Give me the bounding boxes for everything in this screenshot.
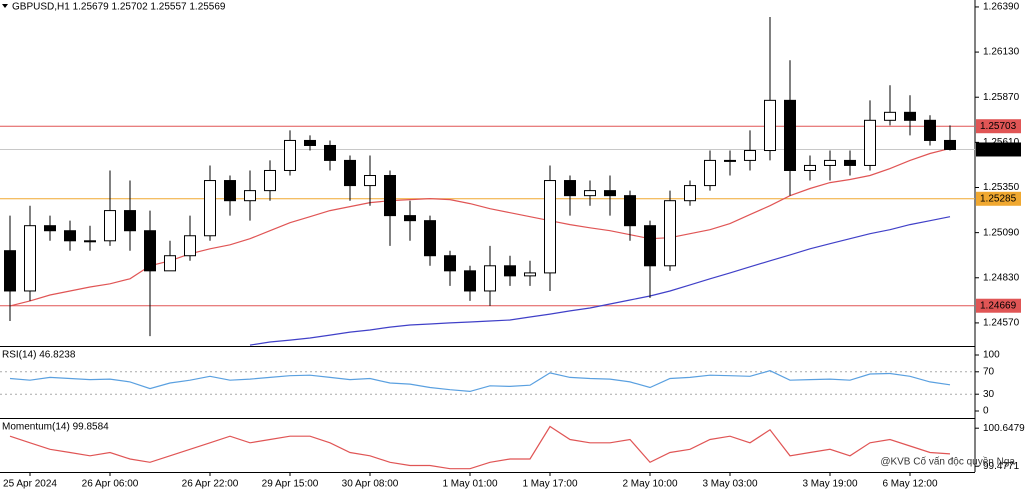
candle-body [664, 200, 676, 267]
candle-body [324, 144, 336, 161]
candle-body [244, 190, 256, 202]
chart-title: GBPUSD,H1 1.25679 1.25702 1.25557 1.2556… [12, 2, 226, 13]
x-tick-label: 6 May 12:00 [882, 479, 937, 490]
candle-body [184, 235, 196, 257]
candle-body [944, 139, 956, 150]
y-tick-label: 100 [983, 350, 1000, 361]
indicator-line [9, 370, 951, 393]
y-tick-label: 1.25350 [983, 182, 1020, 193]
last-price-label: 1.25569 [980, 144, 1017, 155]
level-label: 1.25703 [980, 121, 1017, 132]
x-tick-label: 2 May 10:00 [622, 479, 677, 490]
collapse-icon [2, 4, 8, 8]
candle-body [864, 119, 876, 166]
y-tick-label: 1.26390 [983, 2, 1020, 13]
candle-body [204, 180, 216, 237]
last-price-box [976, 142, 1021, 157]
candle-body [704, 159, 716, 187]
candle-body [484, 265, 496, 292]
candle-body [544, 180, 556, 274]
candle-body [764, 99, 776, 152]
candle-body [624, 195, 636, 227]
candle-body [124, 210, 136, 232]
x-tick-label: 3 May 19:00 [802, 479, 857, 490]
candle-body [384, 175, 396, 217]
level-box [976, 298, 1021, 313]
candle-body [284, 139, 296, 171]
x-tick-label: 1 May 01:00 [442, 479, 497, 490]
candle-body [504, 265, 516, 277]
candle-body [404, 215, 416, 222]
candle-body [4, 250, 16, 292]
candle-body [144, 230, 156, 272]
candle-body [584, 190, 596, 197]
candle-body [904, 111, 916, 121]
y-tick-label: 1.26130 [983, 47, 1020, 58]
level-label: 1.24669 [980, 300, 1017, 311]
candle-body [364, 175, 376, 187]
candle-body [424, 220, 436, 257]
x-tick-label: 25 Apr 2024 [3, 479, 57, 490]
level-box [976, 191, 1021, 206]
x-tick-label: 30 Apr 08:00 [342, 479, 399, 490]
level-box [976, 119, 1021, 134]
candle-body [884, 111, 896, 121]
y-tick-label: 100.6479 [983, 423, 1025, 434]
candle-body [784, 99, 796, 171]
y-tick-label: 1.24570 [983, 318, 1020, 329]
candle-body [604, 190, 616, 197]
x-tick-label: 26 Apr 06:00 [82, 479, 139, 490]
candle-body [924, 119, 936, 141]
candle-body [844, 159, 856, 166]
level-label: 1.25285 [980, 193, 1017, 204]
y-tick-label: 30 [983, 389, 995, 400]
y-tick-label: 99.4771 [983, 461, 1020, 472]
candle-body [744, 150, 756, 161]
candle-body [64, 230, 76, 242]
candle-body [564, 180, 576, 197]
indicator-line [9, 425, 951, 470]
momentum-title: Momentum(14) 99.8584 [2, 422, 109, 433]
candle-body [684, 185, 696, 202]
candle-body [524, 272, 536, 277]
candle-body [724, 159, 736, 162]
candle-body [84, 240, 96, 243]
y-tick-label: 1.25870 [983, 92, 1020, 103]
y-tick-label: 0 [983, 406, 989, 417]
y-tick-label: 1.24830 [983, 272, 1020, 283]
candle-body [464, 270, 476, 292]
candle-body [824, 159, 836, 166]
x-tick-label: 29 Apr 15:00 [262, 479, 319, 490]
x-tick-label: 1 May 17:00 [522, 479, 577, 490]
candle-body [304, 139, 316, 146]
candle-body [444, 255, 456, 272]
moving-average [249, 216, 951, 346]
candle-body [164, 255, 176, 272]
candle-body [104, 210, 116, 242]
x-tick-label: 26 Apr 22:00 [182, 479, 239, 490]
candle-body [804, 164, 816, 171]
y-tick-label: 70 [983, 366, 995, 377]
rsi-title: RSI(14) 46.8238 [2, 350, 76, 361]
candle-body [224, 180, 236, 202]
candle-body [644, 225, 656, 267]
candle-body [44, 225, 56, 232]
y-tick-label: 1.25090 [983, 227, 1020, 238]
candle-body [264, 169, 276, 192]
candle-body [24, 225, 36, 292]
x-tick-label: 3 May 03:00 [702, 479, 757, 490]
candle-body [344, 159, 356, 187]
watermark: @KVB Cố vấn độc quyền Nga [880, 456, 1015, 468]
